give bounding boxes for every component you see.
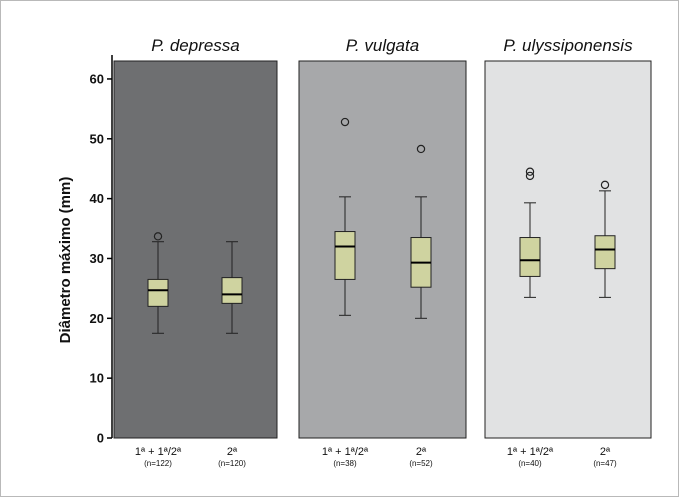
box-group: 2ª(n=120) — [218, 241, 246, 468]
outlier-point — [153, 232, 163, 241]
box — [147, 278, 169, 307]
category-label: 1ª + 1ª/2ª — [135, 446, 182, 458]
box — [334, 231, 356, 280]
category-label: 1ª + 1ª/2ª — [322, 446, 369, 458]
category-label: 2ª — [416, 446, 427, 458]
y-tick-label: 30 — [90, 251, 104, 266]
sample-size-label: (n=120) — [218, 459, 246, 468]
y-axis: 0 10 20 30 40 50 60 — [90, 55, 113, 446]
box-group: 2ª(n=52) — [409, 144, 433, 468]
panel: P. ulyssiponensis 1ª + 1ª/2ª(n=40) 2ª(n=47… — [484, 36, 652, 468]
panel-background — [298, 60, 467, 439]
box — [519, 237, 541, 277]
box-group: 1ª + 1ª/2ª(n=122) — [135, 232, 182, 468]
sample-size-label: (n=40) — [518, 459, 542, 468]
panel: P. depressa 1ª + 1ª/2ª(n=122) 2ª(n=120) — [113, 36, 278, 468]
sample-size-label: (n=52) — [409, 459, 433, 468]
y-tick-label: 20 — [90, 311, 104, 326]
sample-size-label: (n=38) — [333, 459, 357, 468]
panel-title: P. vulgata — [346, 36, 419, 55]
y-tick-label: 60 — [90, 71, 104, 86]
panel: P. vulgata 1ª + 1ª/2ª(n=38) 2ª(n=52) — [298, 36, 467, 468]
outlier-point — [525, 171, 535, 181]
y-tick-label: 10 — [90, 371, 104, 386]
panel-title: P. ulyssiponensis — [503, 36, 633, 55]
y-tick-label: 0 — [97, 431, 104, 446]
panel-title: P. depressa — [151, 36, 240, 55]
sample-size-label: (n=122) — [144, 459, 172, 468]
outlier-point — [600, 180, 610, 190]
y-tick-label: 40 — [90, 191, 104, 206]
panel-background — [113, 60, 278, 439]
box-group: 2ª(n=47) — [593, 180, 617, 468]
sample-size-label: (n=47) — [593, 459, 617, 468]
y-tick-label: 50 — [90, 131, 104, 146]
outlier-point — [525, 167, 535, 176]
box-group: 1ª + 1ª/2ª(n=38) — [322, 117, 369, 468]
outlier-point — [416, 144, 426, 154]
outlier-point — [340, 117, 350, 127]
panel-background — [484, 60, 652, 439]
y-axis-label: Diâmetro máximo (mm) — [57, 177, 74, 344]
box — [221, 277, 243, 304]
category-label: 1ª + 1ª/2ª — [507, 446, 554, 458]
box-group: 1ª + 1ª/2ª(n=40) — [507, 167, 554, 468]
category-label: 2ª — [227, 446, 238, 458]
box — [594, 235, 616, 270]
category-label: 2ª — [600, 446, 611, 458]
